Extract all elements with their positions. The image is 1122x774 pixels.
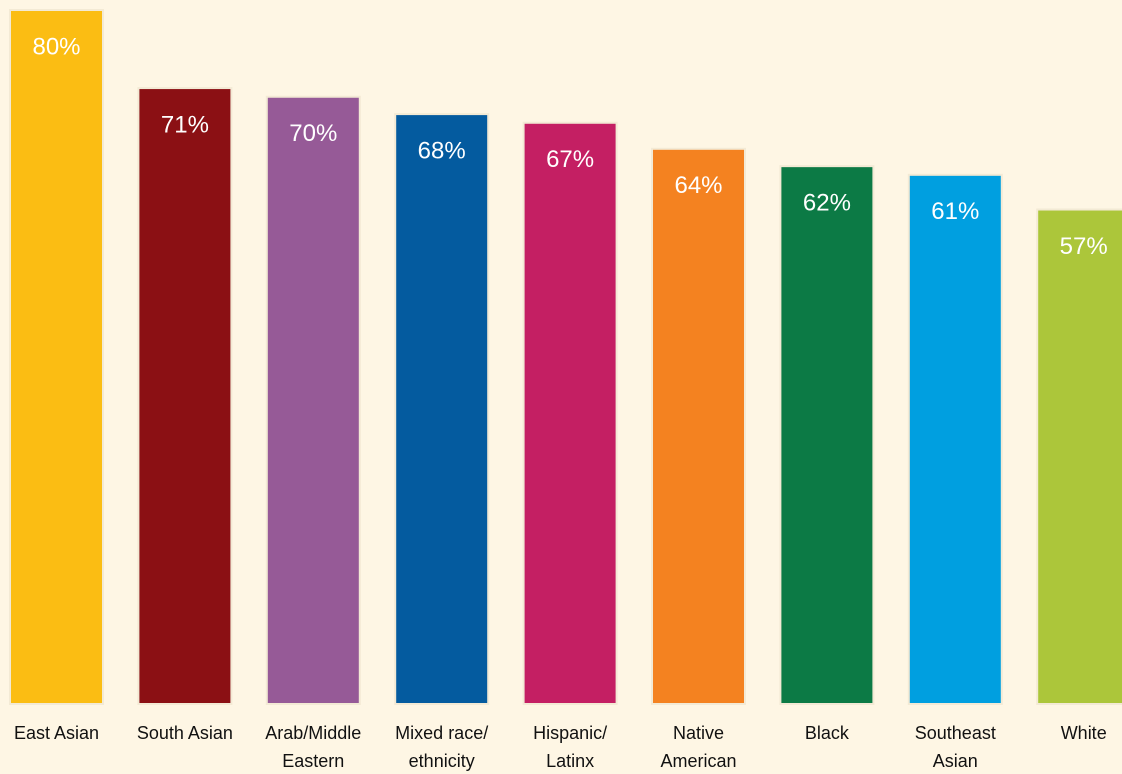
- bar: [265, 95, 361, 705]
- label-line: Arab/Middle: [265, 723, 361, 743]
- label-line: Hispanic/: [533, 723, 607, 743]
- value-label: 71%: [161, 111, 209, 138]
- x-tick-label: Mixed race/ethnicity: [395, 723, 488, 771]
- label-line: East Asian: [14, 723, 99, 743]
- bar: [522, 121, 618, 705]
- bar: [1036, 208, 1122, 705]
- x-tick-label: Black: [805, 723, 850, 743]
- bar: [651, 147, 746, 706]
- value-label: 67%: [546, 146, 594, 173]
- label-line: Latinx: [546, 751, 594, 771]
- x-tick-label: Hispanic/Latinx: [533, 723, 607, 771]
- label-line: White: [1061, 723, 1107, 743]
- x-tick-label: East Asian: [14, 723, 99, 743]
- x-tick-label: South Asian: [137, 723, 233, 743]
- label-line: ethnicity: [409, 751, 475, 771]
- label-line: Native: [673, 723, 724, 743]
- bar: [137, 87, 233, 705]
- bar: [907, 173, 1003, 705]
- value-label: 64%: [674, 172, 722, 199]
- value-label: 57%: [1060, 233, 1108, 260]
- label-line: Mixed race/: [395, 723, 488, 743]
- label-line: Black: [805, 723, 850, 743]
- label-line: Southeast: [915, 723, 996, 743]
- bar: [9, 9, 104, 705]
- label-line: Asian: [933, 751, 978, 771]
- x-tick-label: Native American: [660, 723, 736, 771]
- value-label: 80%: [32, 33, 80, 60]
- value-label: 68%: [418, 137, 466, 164]
- label-line: Eastern: [282, 751, 344, 771]
- bar: [394, 113, 490, 706]
- x-tick-label: Arab/Middle Eastern: [265, 723, 361, 771]
- label-line: American: [660, 751, 736, 771]
- x-tick-label: Southeast Asian: [915, 723, 996, 771]
- x-tick-label: White: [1061, 723, 1107, 743]
- bar: [779, 165, 875, 705]
- label-line: South Asian: [137, 723, 233, 743]
- value-label: 62%: [803, 189, 851, 216]
- value-label: 70%: [289, 120, 337, 147]
- value-label: 61%: [931, 198, 979, 225]
